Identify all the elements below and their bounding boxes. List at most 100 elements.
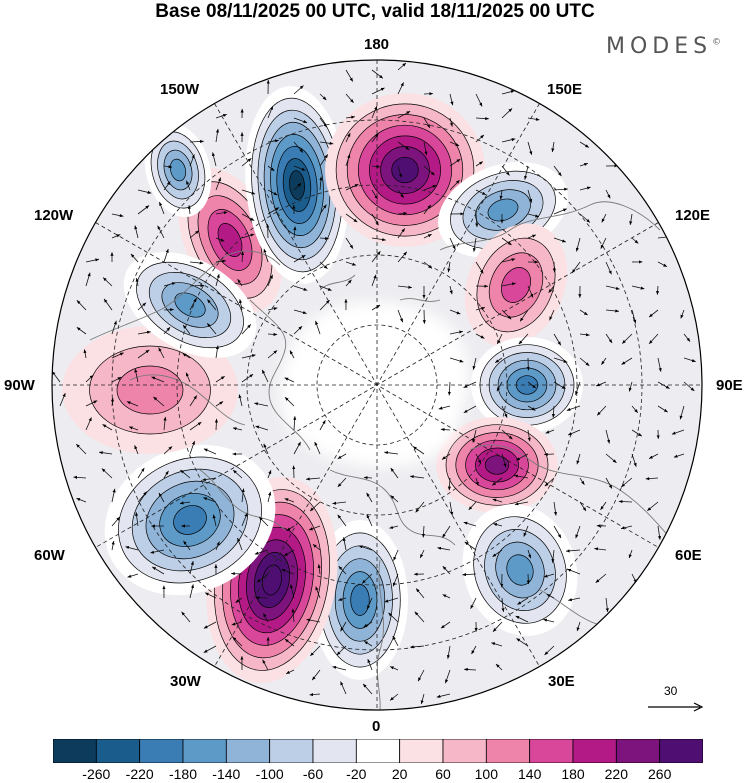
wind-vector xyxy=(526,573,530,585)
wind-vector xyxy=(446,645,451,659)
wind-vector xyxy=(605,333,613,344)
wind-vector xyxy=(501,90,515,95)
wind-vector xyxy=(397,82,404,95)
wind-vector xyxy=(492,621,503,632)
wind-vector xyxy=(111,320,117,335)
wind-vector xyxy=(241,354,256,359)
wind-vector xyxy=(648,309,659,318)
wind-vector xyxy=(463,381,477,388)
wind-vector xyxy=(267,491,272,503)
wind-vector xyxy=(293,182,302,191)
wind-vector xyxy=(262,659,269,671)
wind-vector xyxy=(601,357,607,365)
wind-vector xyxy=(180,469,191,479)
wind-vector xyxy=(371,105,378,119)
wind-vector xyxy=(312,543,321,551)
wind-vector xyxy=(545,429,555,434)
vector-scale-label: 30 xyxy=(664,684,678,698)
wind-vector xyxy=(203,645,217,653)
wind-vector xyxy=(544,645,555,656)
wind-vector xyxy=(657,405,668,413)
wind-vector xyxy=(203,621,217,629)
wind-vector xyxy=(111,488,116,503)
wind-vector xyxy=(241,157,252,167)
wind-vector xyxy=(472,429,477,443)
wind-vector xyxy=(215,259,226,263)
wind-vector xyxy=(362,683,373,695)
wind-vector xyxy=(371,237,386,242)
wind-vector xyxy=(628,381,633,392)
wind-vector xyxy=(462,572,477,577)
polar-cap xyxy=(281,302,468,467)
wind-vector xyxy=(442,594,451,599)
wind-vector xyxy=(338,597,347,601)
wind-vector xyxy=(203,448,217,455)
wind-vector xyxy=(447,261,451,273)
lon-label-60w: 60W xyxy=(34,547,65,564)
wind-vector xyxy=(215,401,224,407)
wind-vector xyxy=(215,211,228,215)
wind-vector xyxy=(438,405,451,410)
wind-vector xyxy=(134,445,139,455)
colorbar-tick-label: 140 xyxy=(518,766,542,782)
wind-vector xyxy=(501,282,516,287)
wind-vector xyxy=(442,525,451,538)
colorbar-tick-label: -20 xyxy=(346,766,367,782)
wind-vector xyxy=(202,477,217,482)
wind-vector xyxy=(546,593,555,599)
wind-vector xyxy=(423,141,428,156)
wind-vector xyxy=(579,477,585,486)
wind-vector xyxy=(267,470,272,479)
lon-label-60e: 60E xyxy=(675,547,702,564)
anomaly-lobe-125w-neg xyxy=(123,252,257,358)
wind-vector xyxy=(410,645,425,649)
wind-vector xyxy=(492,498,503,503)
colorbar-tick-label: -60 xyxy=(302,766,324,782)
wind-vector xyxy=(306,618,321,623)
wind-vector xyxy=(553,357,568,363)
wind-vector xyxy=(392,573,399,587)
wind-vector xyxy=(493,523,503,527)
wind-vector xyxy=(495,663,503,671)
wind-vector xyxy=(442,565,451,575)
wind-vector xyxy=(203,497,217,503)
wind-vector xyxy=(553,381,566,390)
wind-vector xyxy=(103,298,113,311)
colorbar-swatch xyxy=(572,739,617,763)
wind-vector xyxy=(332,501,347,505)
wind-vector xyxy=(183,540,191,551)
wind-vector xyxy=(111,516,121,527)
wind-vector xyxy=(163,308,174,312)
wind-vector xyxy=(254,402,269,407)
wind-vector xyxy=(212,514,217,527)
wind-vector xyxy=(179,501,191,505)
wind-vector xyxy=(491,477,503,486)
wind-vector xyxy=(319,154,329,167)
wind-vector xyxy=(501,237,512,246)
wind-vector xyxy=(631,285,645,290)
colorbar-tick-label: 20 xyxy=(391,766,408,782)
wind-vector xyxy=(267,207,280,215)
lon-label-120w: 120W xyxy=(34,207,74,224)
wind-vector xyxy=(215,273,220,287)
wind-vector xyxy=(516,638,529,647)
wind-vector xyxy=(440,621,451,629)
wind-vector xyxy=(475,306,486,311)
wind-vector xyxy=(128,426,139,431)
wind-vector xyxy=(543,573,555,578)
wind-vector xyxy=(126,401,139,407)
wind-vector xyxy=(153,396,165,407)
wind-vector xyxy=(83,349,87,359)
colorbar-swatch xyxy=(53,739,97,763)
wind-vector xyxy=(631,453,637,467)
wind-vector xyxy=(683,381,695,392)
wind-vector xyxy=(657,381,670,389)
wind-vector xyxy=(620,477,633,488)
wind-vector xyxy=(618,499,633,504)
wind-vector xyxy=(397,285,412,289)
wind-vector xyxy=(657,357,662,372)
wind-vector xyxy=(261,369,269,383)
lon-label-120e: 120E xyxy=(675,207,711,224)
wind-vector xyxy=(501,405,508,418)
wind-vector xyxy=(631,237,639,244)
